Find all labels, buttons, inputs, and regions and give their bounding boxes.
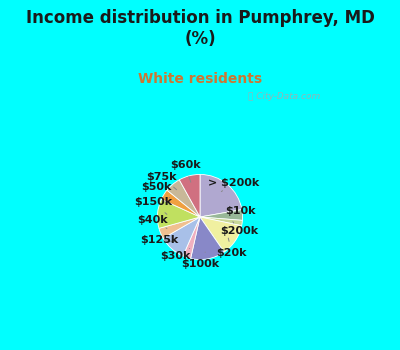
- Wedge shape: [191, 217, 224, 260]
- Wedge shape: [200, 174, 242, 217]
- Text: $30k: $30k: [160, 248, 191, 261]
- Wedge shape: [200, 217, 242, 226]
- Wedge shape: [159, 217, 200, 238]
- Text: $150k: $150k: [134, 197, 172, 214]
- Text: $50k: $50k: [141, 182, 172, 198]
- Text: White residents: White residents: [138, 72, 262, 86]
- Wedge shape: [167, 180, 200, 217]
- Wedge shape: [179, 174, 200, 217]
- Text: $40k: $40k: [137, 215, 168, 229]
- Text: Income distribution in Pumphrey, MD
(%): Income distribution in Pumphrey, MD (%): [26, 9, 374, 48]
- Text: $20k: $20k: [217, 238, 247, 258]
- Wedge shape: [158, 199, 200, 228]
- Text: $200k: $200k: [220, 222, 258, 236]
- Wedge shape: [200, 210, 242, 221]
- Text: > $200k: > $200k: [208, 178, 260, 191]
- Wedge shape: [161, 190, 200, 217]
- Wedge shape: [163, 217, 200, 256]
- Wedge shape: [200, 217, 242, 252]
- Text: $100k: $100k: [181, 252, 219, 269]
- Text: $10k: $10k: [225, 205, 256, 216]
- Text: $125k: $125k: [140, 236, 179, 245]
- Text: $75k: $75k: [146, 172, 177, 190]
- Text: $60k: $60k: [170, 160, 200, 182]
- Wedge shape: [183, 217, 200, 259]
- Text: ⓘ City-Data.com: ⓘ City-Data.com: [248, 92, 320, 101]
